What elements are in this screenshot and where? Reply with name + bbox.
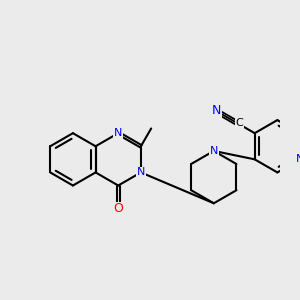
Text: N: N <box>296 154 300 164</box>
Text: N: N <box>210 146 218 156</box>
Text: O: O <box>113 202 123 215</box>
Text: N: N <box>212 104 221 117</box>
Text: C: C <box>236 118 244 128</box>
Text: N: N <box>137 167 145 177</box>
Text: N: N <box>114 128 122 138</box>
